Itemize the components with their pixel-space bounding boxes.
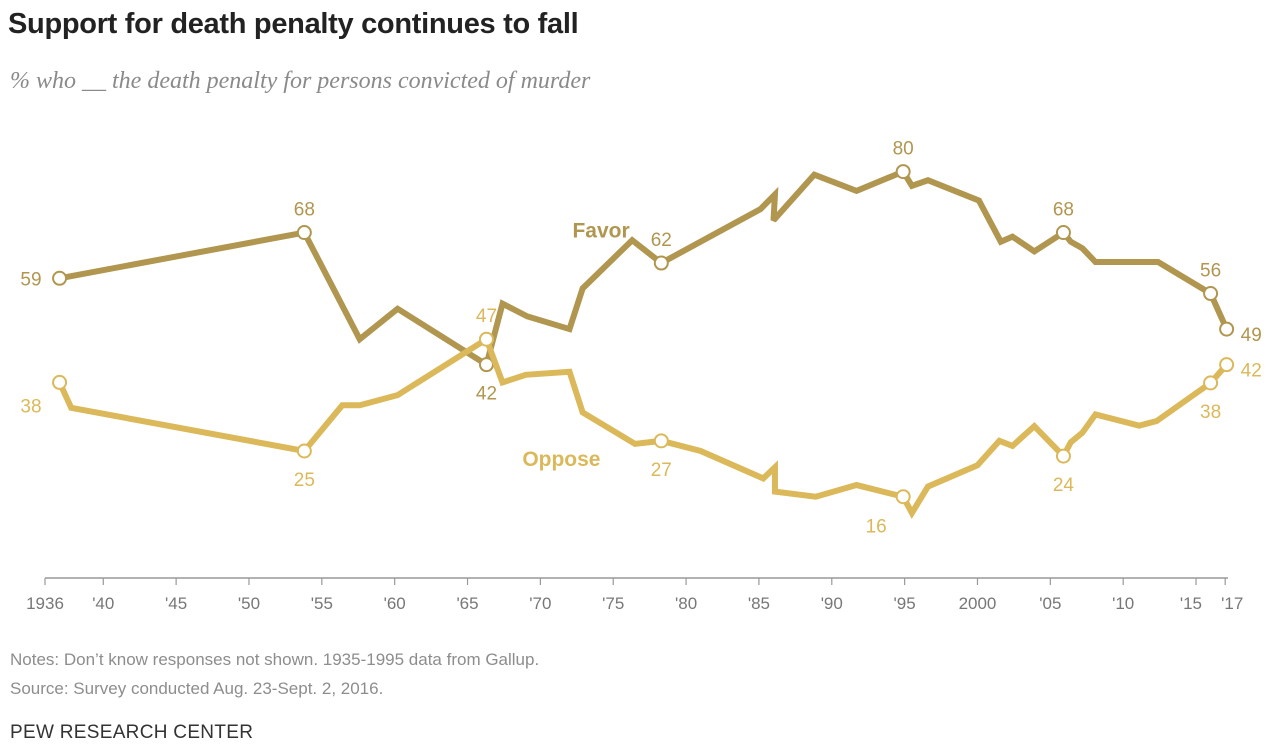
x-tick-label: '60 [384,594,406,613]
data-point-marker [653,255,669,271]
data-point-marker [1219,321,1235,337]
data-point-marker [895,164,911,180]
data-label: 42 [476,384,497,405]
data-point-marker [1203,286,1219,302]
x-tick-label: '85 [748,594,770,613]
x-tick-label: 1936 [26,594,64,613]
data-point-marker [1055,448,1071,464]
data-label: 42 [1241,361,1262,382]
data-point-marker [653,433,669,449]
data-label: 59 [20,269,41,290]
x-tick-label: '10 [1112,594,1134,613]
data-point-marker [1055,225,1071,241]
data-point-marker [52,270,68,286]
data-label: 56 [1200,261,1221,282]
data-label: 80 [893,139,914,160]
data-point-marker [296,443,312,459]
x-tick-label: '75 [602,594,624,613]
chart-subtitle: % who __ the death penalty for persons c… [10,68,591,94]
data-label: 68 [1053,200,1074,221]
x-tick-label: '45 [165,594,187,613]
data-point-marker [478,331,494,347]
series-line-favor [59,167,1230,370]
x-tick-label: '40 [92,594,114,613]
x-tick-label: '70 [529,594,551,613]
chart-source: Source: Survey conducted Aug. 23-Sept. 2… [10,679,384,698]
data-label: 38 [20,396,41,417]
x-tick-label: '90 [821,594,843,613]
x-tick-label: '80 [675,594,697,613]
data-label: 62 [651,230,672,251]
data-point-marker [296,225,312,241]
x-tick-label: 2000 [959,594,997,613]
data-label: 49 [1241,325,1262,346]
x-tick-label: '65 [456,594,478,613]
x-tick-label: '15 [1180,594,1202,613]
data-point-marker [895,489,911,505]
chart-title: Support for death penalty continues to f… [8,8,579,40]
data-label: 47 [476,306,497,327]
x-tick-label: '17 [1221,594,1243,613]
series-label-favor: Favor [572,220,629,243]
data-label: 24 [1053,475,1075,496]
x-tick-label: '95 [894,594,916,613]
x-tick-label: '50 [238,594,260,613]
x-tick-label: '05 [1039,594,1061,613]
chart-notes: Notes: Don’t know responses not shown. 1… [10,650,540,669]
data-label: 27 [651,460,672,481]
data-point-marker [52,374,68,390]
brand-logo-text: PEW RESEARCH CENTER [10,722,254,743]
data-label: 68 [294,200,315,221]
series-label-oppose: Oppose [522,448,600,471]
series-oppose: 38 25 47 27 16 24 38 42 Oppose [20,306,1261,537]
x-tick-label: '55 [311,594,333,613]
data-point-marker [1203,375,1219,391]
data-label: 25 [294,470,315,491]
data-label: 38 [1200,402,1221,423]
data-label: 16 [866,517,887,538]
data-point-marker [1219,357,1235,373]
series-favor: 59 68 42 62 80 68 56 49 Favor [20,139,1261,405]
series-line-oppose [56,334,1229,520]
